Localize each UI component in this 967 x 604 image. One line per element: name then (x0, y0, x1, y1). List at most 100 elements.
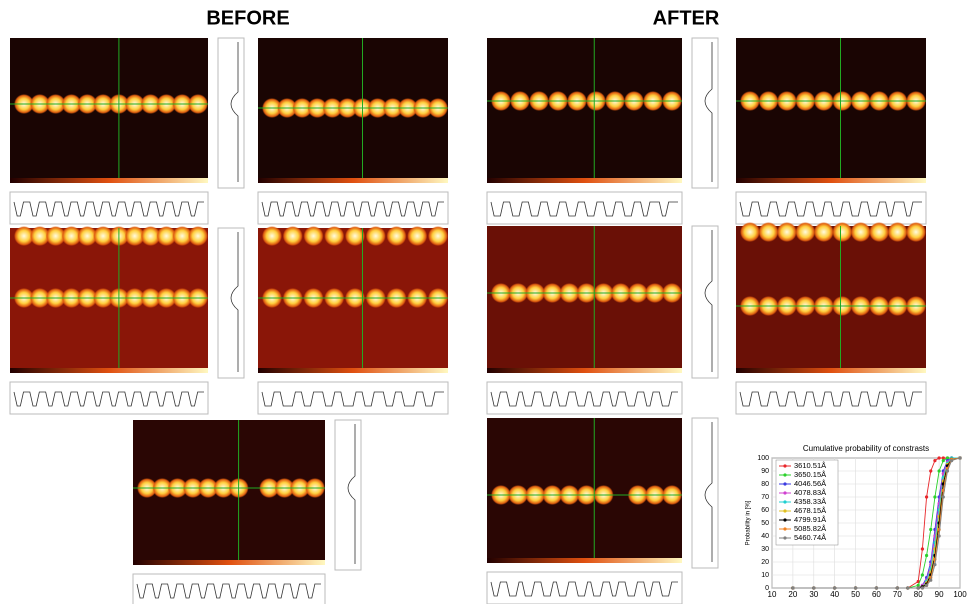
colorbar (487, 558, 682, 563)
side-profile (692, 38, 718, 188)
point (942, 495, 945, 498)
point (942, 459, 945, 462)
y-tick-label: 90 (761, 468, 769, 475)
colorbar (10, 368, 208, 373)
profile-box (258, 192, 448, 224)
legend-label: 5085.82Å (794, 524, 826, 533)
x-tick-label: 40 (830, 590, 839, 599)
legend-label: 4046.56Å (794, 479, 826, 488)
spot (324, 226, 344, 246)
side-profile (335, 420, 361, 570)
spot (888, 222, 908, 242)
spot (188, 226, 208, 246)
legend-marker (783, 509, 786, 512)
spot (283, 226, 303, 246)
colorbar (736, 368, 926, 373)
before-heading: BEFORE (206, 7, 289, 29)
colorbar (487, 178, 682, 183)
legend-label: 4078.83Å (794, 488, 826, 497)
point (929, 528, 932, 531)
point (938, 456, 941, 459)
legend-marker (783, 527, 786, 530)
side-profile (218, 228, 244, 378)
spot (387, 226, 407, 246)
y-tick-label: 70 (761, 494, 769, 501)
spot (366, 226, 386, 246)
y-tick-label: 40 (761, 533, 769, 540)
legend-marker (783, 464, 786, 467)
point (921, 586, 924, 589)
profile-box (258, 382, 448, 414)
profile-box (10, 382, 208, 414)
legend-marker (783, 536, 786, 539)
x-tick-label: 20 (788, 590, 797, 599)
chart-title: Cumulative probability of constrasts (803, 444, 929, 453)
point (938, 534, 941, 537)
figure: BEFORE AFTER Cumulative probability of c… (0, 0, 967, 604)
x-tick-label: 10 (768, 590, 777, 599)
legend: 3610.51Å3650.15Å4046.56Å4078.83Å4358.33Å… (776, 460, 838, 545)
legend-marker (783, 482, 786, 485)
side-profile (692, 226, 718, 378)
point (933, 495, 936, 498)
spot (428, 226, 448, 246)
legend-label: 4358.33Å (794, 497, 826, 506)
after-heading: AFTER (653, 7, 720, 29)
y-tick-label: 30 (761, 546, 769, 553)
spot (795, 222, 815, 242)
point (933, 459, 936, 462)
x-tick-label: 70 (893, 590, 902, 599)
colorbar (133, 560, 325, 565)
point (950, 459, 953, 462)
y-tick-label: 100 (757, 455, 769, 462)
point (925, 554, 928, 557)
point (925, 584, 928, 587)
profile-box (487, 572, 682, 604)
legend-marker (783, 473, 786, 476)
point (906, 586, 909, 589)
legend-label: 5460.74Å (794, 533, 826, 542)
x-tick-label: 100 (953, 590, 967, 599)
profile-box (736, 382, 926, 414)
point (921, 547, 924, 550)
spot (407, 226, 427, 246)
x-tick-label: 80 (914, 590, 923, 599)
x-tick-label: 50 (851, 590, 860, 599)
legend-marker (783, 500, 786, 503)
point (925, 495, 928, 498)
y-tick-label: 60 (761, 507, 769, 514)
y-tick-label: 20 (761, 559, 769, 566)
point (933, 563, 936, 566)
profile-box (133, 574, 325, 604)
point (958, 456, 961, 459)
spot (906, 222, 926, 242)
spot (777, 222, 797, 242)
x-tick-label: 90 (935, 590, 944, 599)
point (946, 469, 949, 472)
legend-marker (783, 491, 786, 494)
point (917, 586, 920, 589)
point (791, 586, 794, 589)
y-tick-label: 80 (761, 481, 769, 488)
x-tick-label: 60 (872, 590, 881, 599)
profile-box (10, 192, 208, 224)
profile-box (487, 192, 682, 224)
legend-label: 4678.15Å (794, 506, 826, 515)
colorbar (258, 178, 448, 183)
spot (832, 222, 852, 242)
profile-box (736, 192, 926, 224)
y-tick-label: 50 (761, 520, 769, 527)
point (938, 469, 941, 472)
point (833, 586, 836, 589)
side-profile (218, 38, 244, 188)
spot (740, 222, 760, 242)
point (875, 586, 878, 589)
page: BEFORE AFTER Cumulative probability of c… (0, 0, 967, 604)
spot (869, 222, 889, 242)
point (896, 586, 899, 589)
legend-label: 3610.51Å (794, 461, 826, 470)
point (929, 579, 932, 582)
legend-label: 4799.91Å (794, 515, 826, 524)
colorbar (10, 178, 208, 183)
legend-marker (783, 518, 786, 521)
